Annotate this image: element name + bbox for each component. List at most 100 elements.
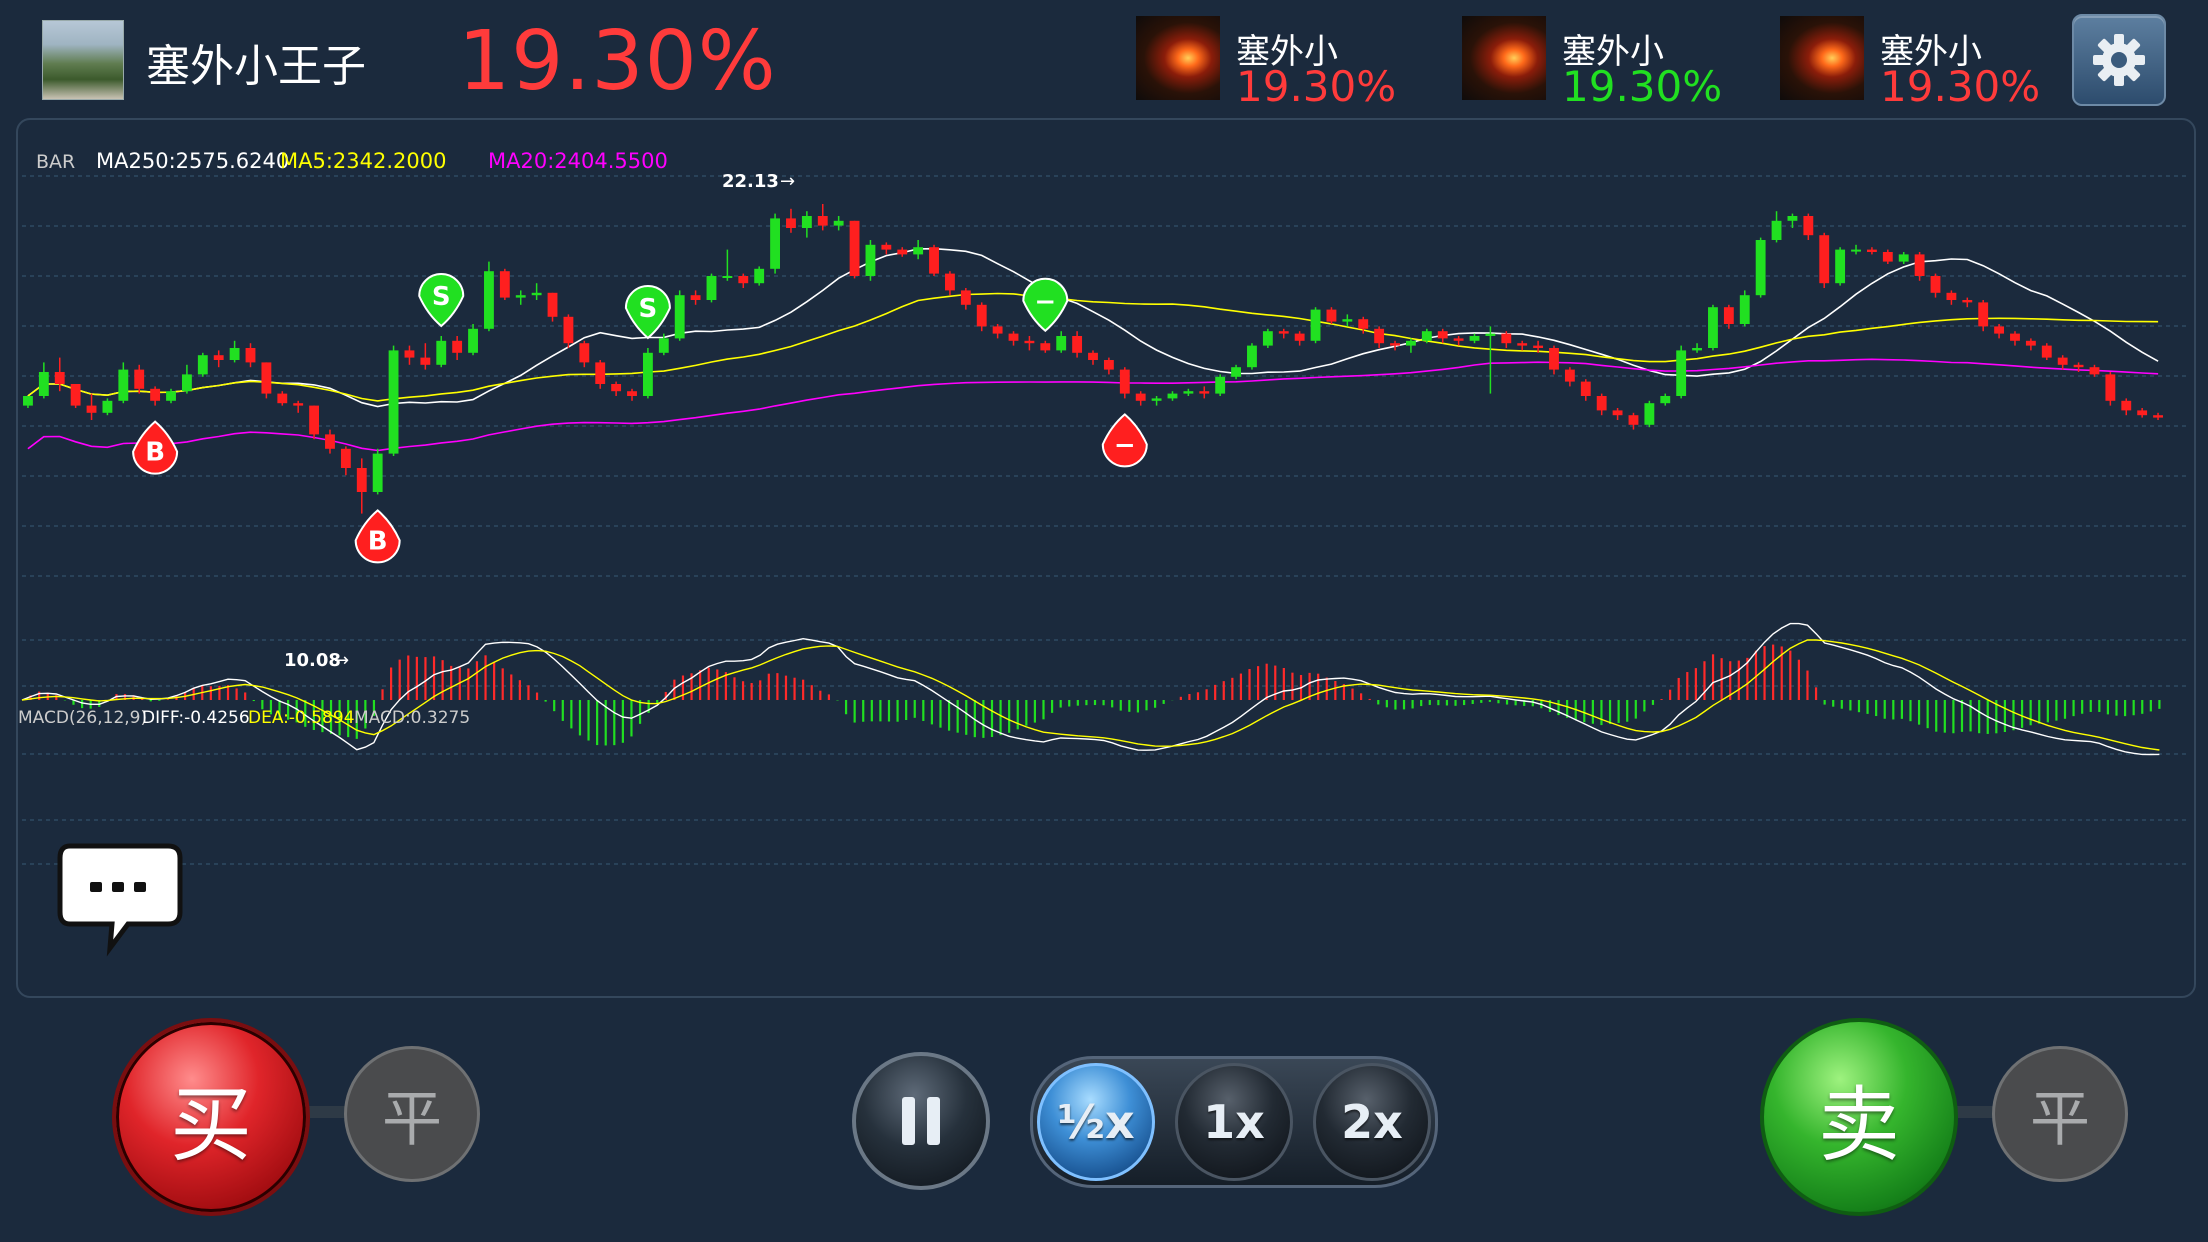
candle bbox=[1596, 396, 1607, 411]
candle bbox=[929, 247, 939, 274]
candle bbox=[627, 391, 637, 396]
low-price-label: 10.08 bbox=[284, 650, 341, 671]
opponent-avatar bbox=[1462, 16, 1546, 100]
buy-close-label: 平 bbox=[382, 1084, 442, 1155]
candle bbox=[1517, 343, 1528, 346]
chart-panel: B B S S − − BAR MA250:2575.6240 MA5:2342.2000… bbox=[16, 118, 2196, 998]
candle bbox=[1930, 276, 1941, 293]
candle bbox=[38, 372, 49, 396]
candle bbox=[881, 244, 892, 250]
macd-panel bbox=[21, 622, 2161, 756]
candle bbox=[579, 343, 590, 363]
candle bbox=[468, 328, 478, 353]
candle bbox=[1326, 309, 1337, 322]
candle bbox=[1358, 319, 1369, 329]
candle bbox=[2041, 345, 2052, 358]
trade-marker: S bbox=[418, 273, 465, 328]
speed-1x-button[interactable]: 1x bbox=[1175, 1063, 1293, 1181]
opponent-percent: 19.30% bbox=[1562, 62, 1723, 111]
candle bbox=[992, 326, 1003, 334]
candles bbox=[23, 204, 2163, 514]
candle bbox=[388, 350, 399, 454]
speed-2x-button[interactable]: 2x bbox=[1313, 1063, 1431, 1181]
candle bbox=[1692, 348, 1702, 351]
candle bbox=[2025, 340, 2036, 346]
sell-button[interactable]: 卖 bbox=[1760, 1018, 1958, 1216]
candle bbox=[499, 271, 510, 298]
candle bbox=[1199, 391, 1210, 394]
candle bbox=[420, 357, 431, 365]
candle bbox=[1708, 307, 1718, 348]
candle bbox=[277, 393, 288, 404]
candle bbox=[1119, 369, 1130, 394]
candle bbox=[1994, 326, 2005, 334]
marker-label: − bbox=[1034, 287, 1056, 317]
candle bbox=[1676, 350, 1687, 396]
candle bbox=[563, 316, 574, 344]
pause-button[interactable] bbox=[852, 1052, 990, 1190]
buy-close-button[interactable]: 平 bbox=[344, 1046, 480, 1182]
marker-pin bbox=[1101, 413, 1148, 468]
candle bbox=[356, 468, 367, 492]
candle bbox=[738, 276, 749, 284]
chat-button[interactable] bbox=[56, 840, 186, 960]
chat-bubble-icon bbox=[57, 843, 183, 957]
candle bbox=[1342, 319, 1353, 322]
candle bbox=[1421, 331, 1432, 341]
candle bbox=[1405, 340, 1416, 346]
candle bbox=[1962, 300, 1973, 303]
candle bbox=[817, 216, 828, 226]
candle bbox=[1851, 249, 1861, 252]
legend-macd-value: MACD:0.3275 bbox=[354, 708, 470, 728]
candle bbox=[134, 369, 145, 389]
settings-button[interactable] bbox=[2072, 14, 2166, 106]
candle bbox=[245, 348, 256, 363]
ma-lines bbox=[27, 247, 2159, 452]
candle bbox=[1898, 254, 1909, 262]
chart-legend: BAR MA250:2575.6240 MA5:2342.2000 MA20:2… bbox=[18, 149, 795, 728]
candle bbox=[1549, 348, 1559, 370]
candle bbox=[913, 247, 924, 255]
candle bbox=[23, 396, 33, 406]
speed-half-label: ½x bbox=[1057, 1095, 1135, 1149]
candle bbox=[2010, 333, 2020, 341]
marker-pin bbox=[132, 420, 179, 475]
candle bbox=[515, 295, 526, 298]
candle bbox=[2057, 357, 2068, 365]
candle bbox=[325, 434, 335, 449]
candle bbox=[1262, 331, 1273, 346]
candle bbox=[1103, 360, 1114, 370]
candle bbox=[1278, 331, 1289, 334]
marker-label: B bbox=[368, 526, 388, 556]
candle bbox=[166, 391, 176, 401]
sell-label: 卖 bbox=[1817, 1077, 1900, 1173]
candle bbox=[658, 338, 669, 353]
trade-marker: − bbox=[1022, 277, 1069, 333]
candle bbox=[293, 403, 304, 406]
kline-chart: B B S S − − BAR MA250:2575.6240 MA5:2342.2000… bbox=[18, 149, 2190, 865]
candle bbox=[1310, 309, 1321, 341]
candle bbox=[1580, 381, 1591, 396]
candle bbox=[1835, 249, 1846, 284]
ma20-line bbox=[27, 358, 2159, 452]
candle bbox=[754, 268, 765, 284]
player-avatar bbox=[42, 20, 124, 100]
diff-line bbox=[21, 622, 2160, 756]
buy-button[interactable]: 买 bbox=[112, 1018, 310, 1216]
sell-close-button[interactable]: 平 bbox=[1992, 1046, 2128, 1182]
candle bbox=[897, 249, 908, 255]
candle bbox=[1946, 292, 1957, 300]
candle bbox=[484, 271, 494, 329]
candle bbox=[2137, 410, 2148, 416]
candle bbox=[1135, 393, 1146, 401]
candle bbox=[722, 276, 733, 278]
speed-half-button[interactable]: ½x bbox=[1037, 1063, 1155, 1181]
candle bbox=[976, 304, 987, 327]
candle bbox=[1453, 338, 1464, 341]
candle bbox=[1819, 235, 1830, 284]
candle bbox=[611, 384, 622, 392]
candle bbox=[213, 355, 224, 360]
trade-marker: B bbox=[354, 509, 401, 564]
candle bbox=[1723, 307, 1734, 324]
candle bbox=[1008, 333, 1019, 341]
